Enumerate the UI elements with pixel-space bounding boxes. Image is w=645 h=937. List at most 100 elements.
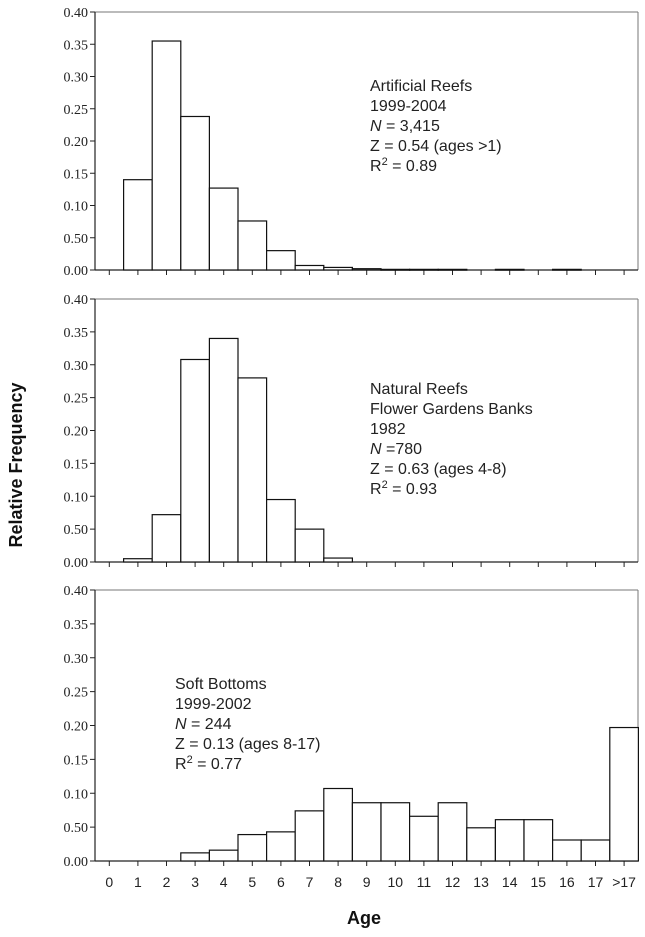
bar-7 bbox=[294, 810, 325, 862]
annotation-line: N =780 bbox=[370, 441, 422, 458]
y-tick-label: 0.20 bbox=[64, 425, 89, 440]
x-tick-label: 12 bbox=[445, 874, 461, 890]
annotation-line: 1999-2002 bbox=[175, 696, 252, 713]
x-tick-label: 9 bbox=[363, 874, 371, 890]
x-tick-label: 17 bbox=[588, 874, 604, 890]
bar-15 bbox=[523, 819, 554, 862]
y-tick-label: 0.00 bbox=[64, 264, 89, 279]
bar-11 bbox=[409, 268, 439, 271]
annotation-line: R2 = 0.89 bbox=[370, 156, 437, 175]
y-tick-label: 0.10 bbox=[64, 200, 89, 215]
bar-2 bbox=[151, 40, 182, 271]
annotation-line: N = 244 bbox=[175, 716, 232, 733]
bar-17 bbox=[580, 839, 611, 862]
bar-11 bbox=[409, 815, 439, 862]
bar-5 bbox=[237, 377, 268, 563]
bar-8 bbox=[323, 787, 353, 862]
x-tick-label: 4 bbox=[220, 874, 228, 890]
x-tick-label: 10 bbox=[388, 874, 404, 890]
panel-2: 0.00 0.50 0.10 0.15 0.20 0.25 0.30 0.35 0.40 Natu… bbox=[64, 293, 639, 571]
annotation-line: R2 = 0.93 bbox=[370, 479, 437, 498]
x-tick-label: 7 bbox=[306, 874, 314, 890]
bar-4 bbox=[208, 849, 239, 862]
annotation-line: Flower Gardens Banks bbox=[370, 401, 533, 418]
y-tick-label: 0.35 bbox=[64, 38, 89, 53]
bar-3 bbox=[180, 358, 211, 563]
y-tick-label: 0.25 bbox=[64, 392, 89, 407]
bar->17 bbox=[609, 726, 639, 862]
annotation-line: N = 3,415 bbox=[370, 118, 440, 135]
x-axis-title: Age bbox=[347, 908, 381, 928]
bar-12 bbox=[437, 802, 468, 862]
y-tick-label: 0.35 bbox=[64, 618, 89, 633]
bar-5 bbox=[237, 220, 268, 271]
bar-9 bbox=[351, 802, 382, 862]
y-tick-label: 0.50 bbox=[64, 523, 89, 538]
y-tick-label: 0.15 bbox=[64, 167, 89, 182]
bar-6 bbox=[266, 498, 296, 563]
y-tick-label: 0.30 bbox=[64, 71, 89, 86]
y-tick-label: 0.15 bbox=[64, 457, 89, 472]
bar-6 bbox=[266, 250, 296, 271]
x-tick-label: 11 bbox=[417, 874, 432, 890]
y-tick-label: 0.10 bbox=[64, 490, 89, 505]
bar-13 bbox=[466, 827, 496, 862]
y-tick-label: 0.20 bbox=[64, 135, 89, 150]
bar-2 bbox=[151, 514, 182, 563]
bar-6 bbox=[266, 831, 296, 862]
y-tick-label: 0.40 bbox=[64, 293, 89, 308]
bar-16 bbox=[551, 268, 582, 271]
y-tick-label: 0.50 bbox=[64, 821, 89, 836]
x-tick-label: >17 bbox=[612, 874, 636, 890]
x-tick-label: 8 bbox=[334, 874, 342, 890]
y-tick-label: 0.25 bbox=[64, 686, 89, 701]
annotation-line: 1982 bbox=[370, 421, 406, 438]
x-tick-label: 0 bbox=[105, 874, 113, 890]
y-tick-label: 0.50 bbox=[64, 232, 89, 247]
y-tick-label: 0.15 bbox=[64, 753, 89, 768]
annotation-line: 1999-2004 bbox=[370, 98, 447, 115]
bar-8 bbox=[323, 266, 353, 271]
bar-9 bbox=[351, 268, 382, 271]
annotation-line: Z = 0.63 (ages 4-8) bbox=[370, 461, 507, 478]
y-tick-label: 0.10 bbox=[64, 787, 89, 802]
annotation-line: Soft Bottoms bbox=[175, 676, 267, 693]
bar-10 bbox=[380, 268, 411, 271]
y-tick-label: 0.25 bbox=[64, 103, 89, 118]
y-tick-label: 0.35 bbox=[64, 326, 89, 341]
bar-10 bbox=[380, 802, 411, 862]
x-tick-label: 16 bbox=[559, 874, 575, 890]
bar-4 bbox=[208, 187, 239, 271]
x-tick-label: 2 bbox=[163, 874, 171, 890]
bar-3 bbox=[180, 852, 211, 862]
bar-12 bbox=[437, 268, 468, 271]
annotation-line: Artificial Reefs bbox=[370, 78, 472, 95]
bar-5 bbox=[237, 833, 268, 862]
bar-8 bbox=[323, 557, 353, 563]
annotation-line: Natural Reefs bbox=[370, 381, 468, 398]
bar-1 bbox=[122, 179, 153, 271]
y-tick-label: 0.00 bbox=[64, 855, 89, 870]
x-tick-label: 13 bbox=[473, 874, 489, 890]
panel-1: 0.00 0.50 0.10 0.15 0.20 0.25 0.30 0.35 0.40 Arti… bbox=[64, 6, 639, 279]
bar-7 bbox=[294, 528, 325, 563]
bar-3 bbox=[180, 115, 211, 271]
bar-16 bbox=[551, 839, 582, 862]
x-tick-label: 3 bbox=[191, 874, 199, 890]
y-tick-label: 0.30 bbox=[64, 652, 89, 667]
annotation-line: R2 = 0.77 bbox=[175, 754, 242, 773]
bar-7 bbox=[294, 264, 325, 271]
bar-4 bbox=[208, 337, 239, 563]
y-tick-label: 0.00 bbox=[64, 556, 89, 571]
bar-14 bbox=[494, 819, 525, 862]
y-tick-label: 0.30 bbox=[64, 359, 89, 374]
y-tick-label: 0.40 bbox=[64, 6, 89, 21]
annotation-line: Z = 0.13 (ages 8-17) bbox=[175, 736, 320, 753]
y-tick-label: 0.20 bbox=[64, 720, 89, 735]
x-tick-label: 6 bbox=[277, 874, 285, 890]
x-tick-label: 15 bbox=[531, 874, 547, 890]
bar-1 bbox=[122, 558, 153, 563]
panel-3: 0.00 0.50 0.10 0.15 0.20 0.25 0.30 0.35 0.40 Soft… bbox=[64, 584, 639, 890]
x-tick-label: 14 bbox=[502, 874, 518, 890]
